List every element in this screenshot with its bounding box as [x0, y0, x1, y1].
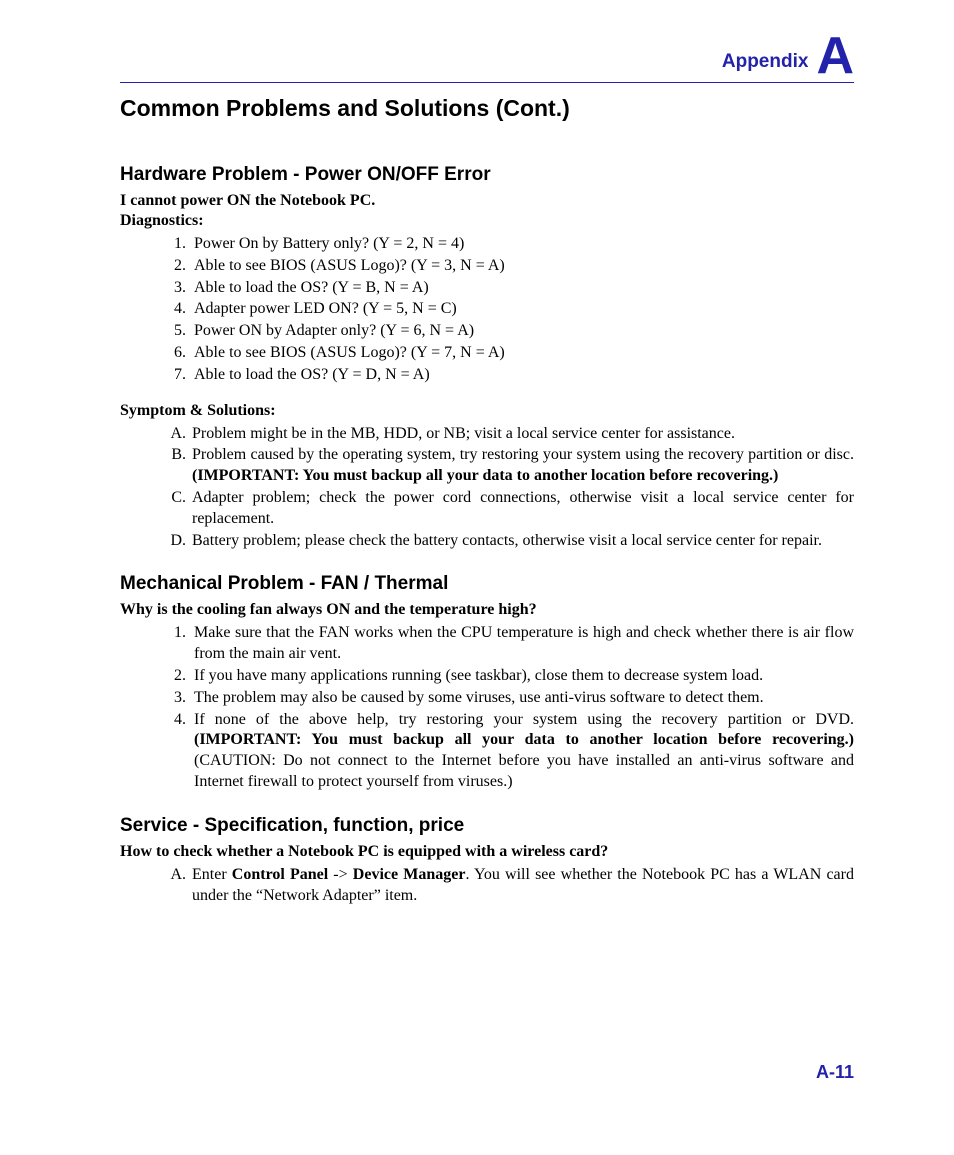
fan-list: Make sure that the FAN works when the CP… — [120, 623, 854, 792]
list-item: Adapter power LED ON? (Y = 5, N = C) — [190, 299, 854, 320]
text: Problem caused by the operating system, … — [192, 446, 854, 463]
list-item: If you have many applications running (s… — [190, 666, 854, 687]
appendix-letter: A — [816, 30, 854, 82]
list-item: Make sure that the FAN works when the CP… — [190, 623, 854, 665]
list-item: Able to see BIOS (ASUS Logo)? (Y = 7, N … — [190, 343, 854, 364]
list-item: Power ON by Adapter only? (Y = 6, N = A) — [190, 321, 854, 342]
list-item: Problem caused by the operating system, … — [190, 445, 854, 487]
text: (CAUTION: Do not connect to the Internet… — [194, 752, 854, 790]
bold-text: Device Manager — [353, 866, 466, 883]
list-item: If none of the above help, try restoring… — [190, 710, 854, 793]
text: Enter — [192, 866, 232, 883]
list-item: The problem may also be caused by some v… — [190, 688, 854, 709]
section1-sol-label: Symptom & Solutions: — [120, 402, 854, 420]
text: -> — [328, 866, 353, 883]
solutions-list: Problem might be in the MB, HDD, or NB; … — [120, 424, 854, 552]
section1-intro: I cannot power ON the Notebook PC. — [120, 192, 854, 210]
service-list: Enter Control Panel -> Device Manager. Y… — [120, 865, 854, 907]
section1-title: Hardware Problem - Power ON/OFF Error — [120, 164, 854, 186]
appendix-label: Appendix — [722, 51, 809, 73]
list-item: Able to see BIOS (ASUS Logo)? (Y = 3, N … — [190, 256, 854, 277]
bold-text: (IMPORTANT: You must backup all your dat… — [192, 467, 778, 484]
section3-title: Service - Specification, function, price — [120, 815, 854, 837]
list-item: Power On by Battery only? (Y = 2, N = 4) — [190, 234, 854, 255]
text: If none of the above help, try restoring… — [194, 711, 854, 728]
list-item: Problem might be in the MB, HDD, or NB; … — [190, 424, 854, 445]
list-item: Adapter problem; check the power cord co… — [190, 488, 854, 530]
diagnostics-list: Power On by Battery only? (Y = 2, N = 4)… — [120, 234, 854, 386]
list-item: Able to load the OS? (Y = D, N = A) — [190, 365, 854, 386]
page-title: Common Problems and Solutions (Cont.) — [120, 95, 854, 122]
header-rule: Appendix A — [120, 30, 854, 83]
list-item: Battery problem; please check the batter… — [190, 531, 854, 552]
page: Appendix A Common Problems and Solutions… — [0, 0, 954, 1155]
section2-title: Mechanical Problem - FAN / Thermal — [120, 573, 854, 595]
section1-diag-label: Diagnostics: — [120, 212, 854, 230]
section3-intro: How to check whether a Notebook PC is eq… — [120, 843, 854, 861]
list-item: Able to load the OS? (Y = B, N = A) — [190, 278, 854, 299]
page-number: A-11 — [816, 1062, 854, 1083]
section2-intro: Why is the cooling fan always ON and the… — [120, 601, 854, 619]
bold-text: (IMPORTANT: You must backup all your dat… — [194, 731, 854, 748]
list-item: Enter Control Panel -> Device Manager. Y… — [190, 865, 854, 907]
bold-text: Control Panel — [232, 866, 328, 883]
